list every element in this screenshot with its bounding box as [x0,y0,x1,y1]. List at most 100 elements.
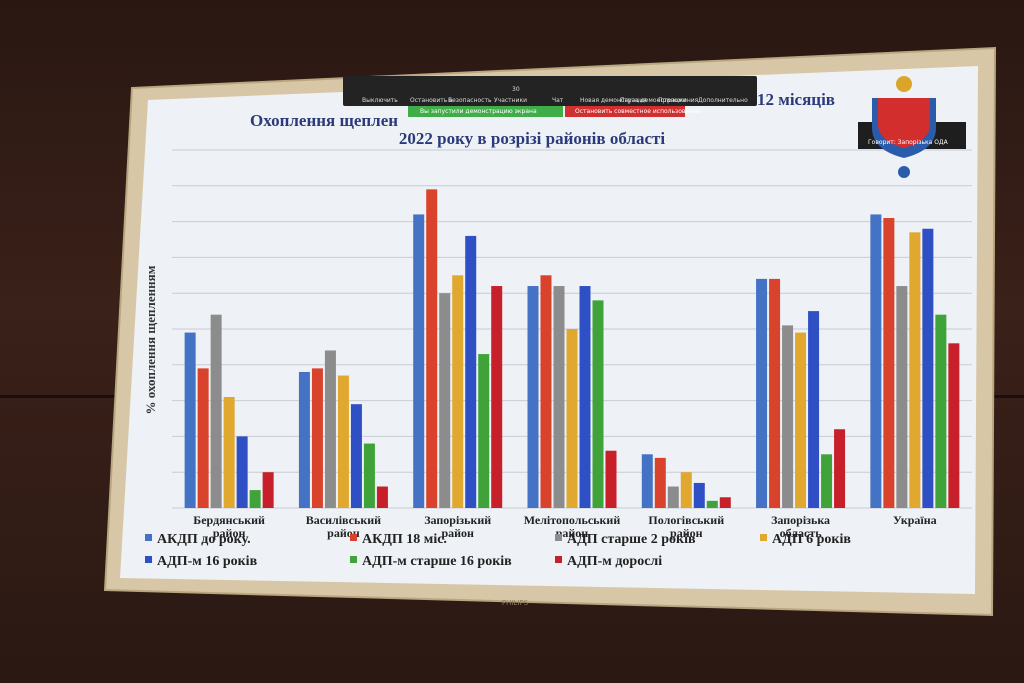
bar [298,371,310,508]
emblem [872,76,936,178]
legend-swatch [350,556,357,563]
x-tick-label: Україна [893,513,937,527]
legend-entry: АКДП 18 міс. [350,532,447,548]
bar [452,275,464,508]
bar [756,278,768,508]
bar [883,218,895,508]
bar [478,354,490,508]
zoom-toolbar[interactable] [343,76,757,106]
stop-share-button[interactable] [565,106,685,117]
bar [935,314,947,508]
x-tick-label: Мелітопольський район [523,513,621,540]
bar [184,332,196,508]
bar [236,436,248,508]
x-tick-label: Бердянський район [193,513,265,540]
legend-entry: АДП старше 2 років [555,532,696,548]
bar [592,300,604,508]
x-tick-label: Пологівський район [648,513,725,540]
bar [426,189,438,508]
bar [262,472,274,508]
bar [680,472,692,508]
legend-swatch [555,556,562,563]
bar [719,497,731,508]
bar [605,450,617,508]
legend-entry: АДП-м старше 16 років [350,554,512,570]
chart-subtitle: 2022 року в розрізі районів області [399,129,665,148]
bar [210,314,222,508]
legend-entry: АКДП до року. [145,532,251,548]
bar [566,329,578,508]
bar [223,397,235,508]
bar [834,429,846,508]
bar [821,454,833,508]
toolbar-button[interactable]: Участники [494,97,528,104]
bar [197,368,209,508]
legend-entry: АДП 6 років [760,532,851,548]
bar [896,286,908,508]
legend-label: АДП-м 16 років [157,554,258,569]
participant-count: 30 [512,86,520,93]
toolbar-button[interactable]: Остановить в [410,97,453,104]
bar [249,490,261,508]
bar [808,311,820,508]
bar [870,214,882,508]
bar [413,214,425,508]
toolbar-button[interactable]: Выключить [362,97,398,104]
bar [693,482,705,508]
legend-entry: АДП-м 16 років [145,554,257,570]
toolbar-button[interactable]: Чат [552,97,564,104]
bar [376,486,388,508]
toolbar-button[interactable]: Новая демонстрация [580,97,647,104]
toolbar-button[interactable]: Безопасность [448,97,492,104]
bar [706,500,718,508]
share-notice-text: Вы запустили демонстрацию экрана [420,108,537,115]
legend-label: АДП старше 2 років [567,532,696,547]
bar [439,293,451,508]
bar [667,486,679,508]
bar [363,443,375,508]
bar [491,286,503,508]
stop-share-text[interactable]: Остановить совместное использование [575,108,701,115]
legend-label: АДП-м дорослі [567,554,663,569]
bar [527,286,539,508]
bar [350,404,362,508]
toolbar-button[interactable]: Приложения [658,97,699,104]
bar [795,332,807,508]
bar [641,454,653,508]
toolbar-button[interactable]: Пауза демонстрации [620,97,687,104]
legend-swatch [555,534,562,541]
legend-label: АДП-м старше 16 років [362,554,512,569]
bar [948,343,960,508]
toolbar-button[interactable]: Дополнительно [698,97,748,104]
bar [553,286,565,508]
bar [311,368,323,508]
brand: PHILIPS [502,599,529,607]
speaker-text: Говорит: Запорізька ОДА [868,139,948,146]
legend-swatch [760,534,767,541]
x-tick-label: Запорізька область [771,513,831,540]
share-notice [408,106,563,117]
legend-label: АДП 6 років [772,532,851,547]
bar [579,286,591,508]
bar [782,325,794,508]
bar [337,375,349,508]
bar [324,350,336,508]
legend-swatch [350,534,357,541]
y-axis-label: % охоплення щепленням [143,265,158,414]
legend-swatch [145,534,152,541]
bar [465,235,477,509]
legend-label: АКДП до року. [157,532,251,547]
legend-label: АКДП 18 міс. [362,532,447,547]
bar [769,278,781,508]
legend-entry: АДП-м дорослі [555,554,662,570]
chart [172,149,972,509]
chart-title: Охоплення щеплен [250,111,398,130]
bar [654,457,666,508]
bar [909,232,921,508]
x-tick-label: Запорізький район [424,513,492,540]
legend-swatch [145,556,152,563]
bar [922,228,934,508]
bar [540,275,552,508]
